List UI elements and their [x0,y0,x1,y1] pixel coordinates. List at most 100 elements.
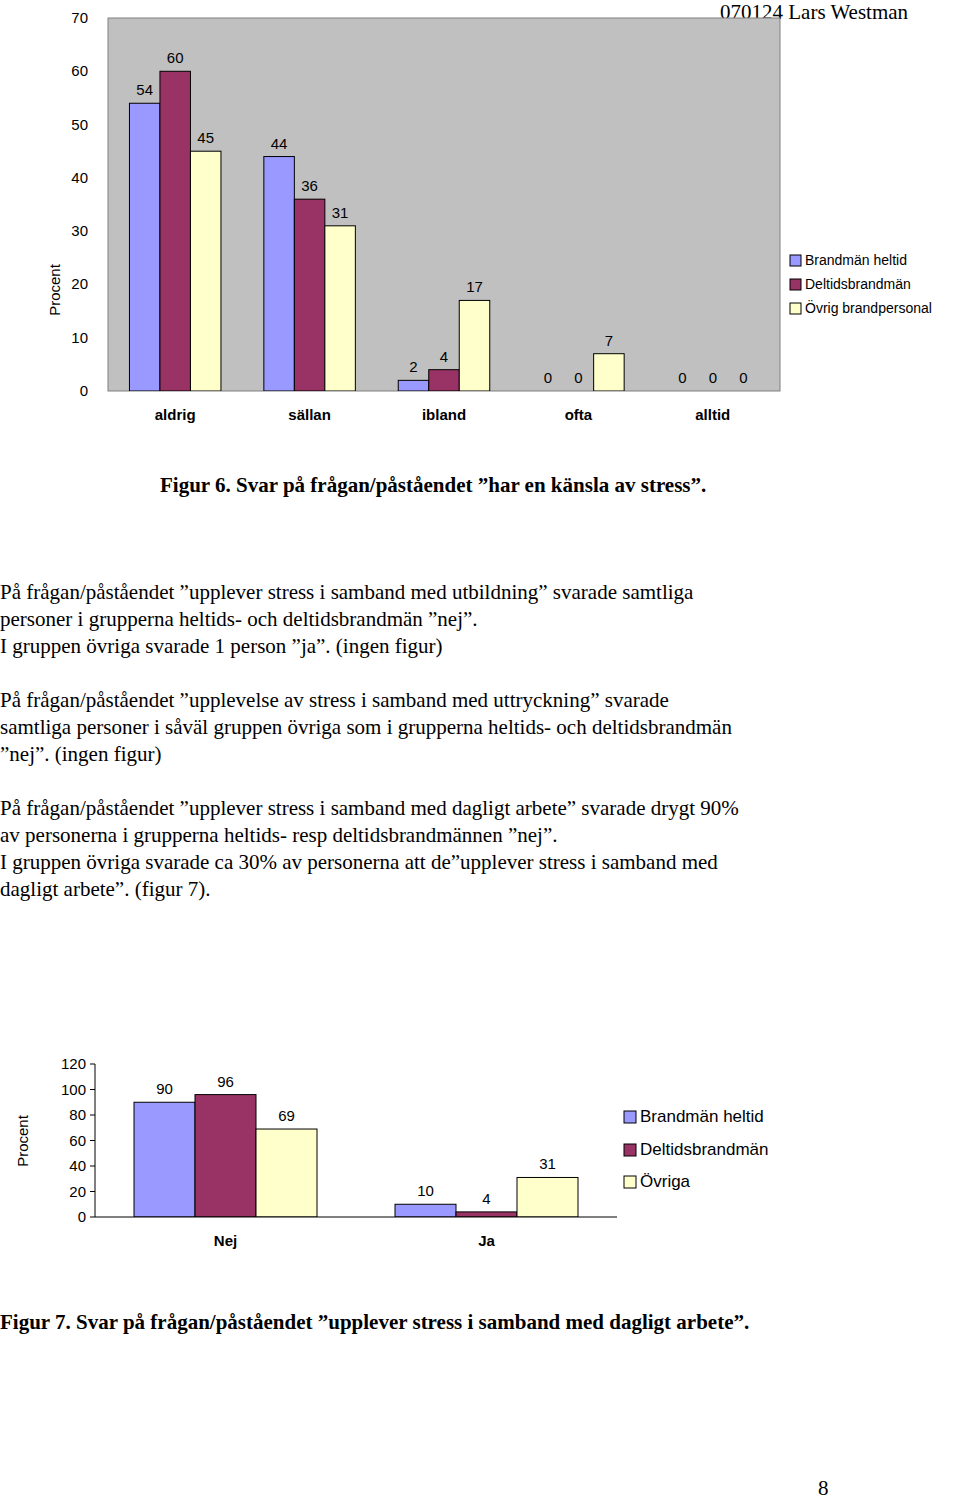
data-label: 54 [136,81,153,98]
paragraph-line: I gruppen övriga svarade ca 30% av perso… [0,850,718,875]
paragraph-line: personer i grupperna heltids- och deltid… [0,607,478,632]
bar [395,1204,456,1217]
y-tick-label: 60 [69,1132,86,1149]
y-tick [90,1089,95,1090]
paragraph-line: På frågan/påståendet ”upplevelse av stre… [0,688,669,713]
data-label: 90 [156,1080,173,1097]
bar [129,103,160,391]
y-axis-label: Procent [14,1114,31,1167]
data-label: 36 [301,177,318,194]
y-axis-label: Procent [46,263,63,316]
legend-label: Deltidsbrandmän [805,276,911,292]
x-tick-label: Ja [478,1232,495,1249]
data-label: 45 [197,129,214,146]
data-label: 0 [544,369,552,386]
data-label: 31 [332,204,349,221]
paragraph-line: av personerna i grupperna heltids- resp … [0,823,557,848]
x-tick-label: ofta [565,406,593,423]
data-label: 4 [440,348,448,365]
data-label: 31 [539,1155,556,1172]
paragraph-line: På frågan/påståendet ”upplever stress i … [0,580,693,605]
paragraph-line: I gruppen övriga svarade 1 person ”ja”. … [0,634,443,659]
paragraph-line: På frågan/påståendet ”upplever stress i … [0,796,739,821]
y-tick [90,1191,95,1192]
legend-swatch [790,255,801,266]
data-label: 0 [678,369,686,386]
bar [728,391,759,392]
data-label: 0 [574,369,582,386]
legend-label: Övrig brandpersonal [805,299,932,316]
x-tick-label: aldrig [155,406,196,423]
x-tick-label: alltid [695,406,730,423]
bar [517,1177,578,1217]
data-label: 7 [605,332,613,349]
data-label: 69 [278,1107,295,1124]
bars [134,1095,578,1217]
x-tick-label: Nej [214,1232,237,1249]
legend-swatch [624,1176,636,1188]
y-tick-label: 40 [69,1157,86,1174]
y-tick-label: 20 [71,275,88,292]
legend-label: Övriga [640,1172,691,1191]
plot-area [108,18,780,391]
bar [398,380,429,391]
paragraph-line: samtliga personer i såväl gruppen övriga… [0,715,732,740]
y-tick [90,1217,95,1218]
legend-swatch [624,1111,636,1123]
y-tick-label: 0 [80,382,88,399]
y-tick-label: 20 [69,1183,86,1200]
y-tick [90,1166,95,1167]
x-tick-label: sällan [288,406,331,423]
figure-caption: Figur 7. Svar på frågan/påståendet ”uppl… [0,1309,790,1336]
y-tick [90,1064,95,1065]
y-tick-label: 0 [78,1208,86,1225]
y-tick [90,1140,95,1141]
bar [563,391,594,392]
y-tick-label: 30 [71,222,88,239]
plot-area [95,1064,617,1217]
bar [134,1102,195,1217]
legend-swatch [624,1144,636,1156]
data-label: 2 [409,358,417,375]
y-axis [95,1064,96,1217]
legend-label: Deltidsbrandmän [640,1140,769,1159]
data-label: 0 [709,369,717,386]
legend-label: Brandmän heltid [640,1107,764,1126]
bars [129,71,624,391]
bar [533,391,564,392]
data-label: 0 [739,369,747,386]
paragraph-line: ”nej”. (ingen figur) [0,742,162,767]
x-tick-label: ibland [422,406,466,423]
y-tick-label: 80 [69,1106,86,1123]
y-tick-label: 50 [71,116,88,133]
bar [429,370,460,391]
data-label: 96 [217,1073,234,1090]
bar [294,199,325,391]
y-tick [90,1115,95,1116]
bar [594,354,625,391]
legend-label: Brandmän heltid [805,252,907,268]
bar [190,151,221,391]
y-tick-label: 40 [71,169,88,186]
bar [256,1129,317,1217]
y-tick-label: 100 [61,1081,86,1098]
paragraph-line: dagligt arbete”. (figur 7). [0,877,211,902]
bar [195,1095,256,1217]
bar [698,391,729,392]
figure-caption: Figur 6. Svar på frågan/påståendet ”har … [160,473,706,498]
y-tick-label: 60 [71,62,88,79]
legend-swatch [790,303,801,314]
data-label: 10 [417,1182,434,1199]
bar [667,391,698,392]
y-tick-label: 70 [71,9,88,26]
legend-swatch [790,279,801,290]
bar [160,71,191,391]
data-label: 17 [466,278,483,295]
bar [456,1212,517,1217]
bar [264,157,295,391]
y-tick-label: 10 [71,329,88,346]
data-label: 60 [167,49,184,66]
bar [459,300,490,391]
bar [325,226,356,391]
page-number: 8 [818,1476,829,1500]
